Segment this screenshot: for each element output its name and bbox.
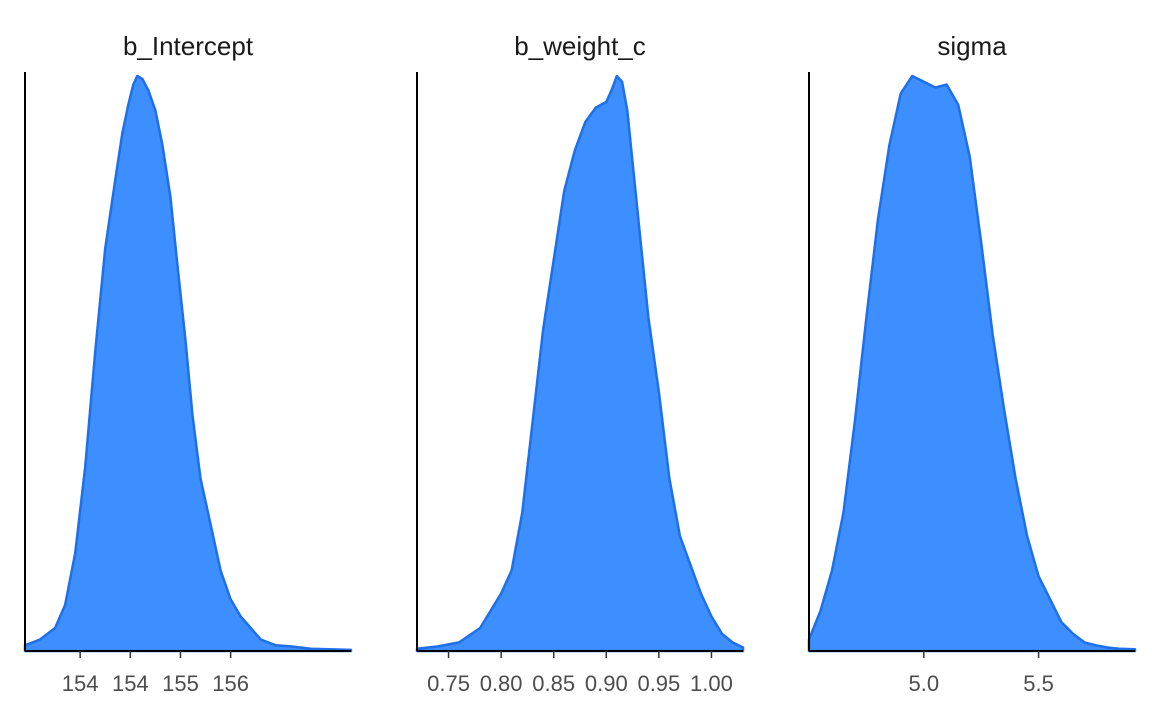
- x-tick-label: 0.90: [585, 671, 628, 696]
- x-tick-label: 0.75: [427, 671, 470, 696]
- x-tick-label: 0.85: [532, 671, 575, 696]
- panel-2: sigma 5.0 5.5: [807, 31, 1137, 696]
- panel-title: b_weight_c: [514, 31, 646, 61]
- x-tick-label: 5.5: [1023, 671, 1054, 696]
- density-area: [23, 74, 353, 653]
- x-tick-label: 5.0: [908, 671, 939, 696]
- x-tick-label: 155: [162, 671, 199, 696]
- density-area: [415, 74, 745, 653]
- density-area: [807, 74, 1137, 653]
- x-tick-label: 0.95: [637, 671, 680, 696]
- panel-title: b_Intercept: [123, 31, 254, 61]
- x-tick-label: 0.80: [480, 671, 523, 696]
- x-tick-label: 156: [212, 671, 249, 696]
- panel-1: b_weight_c 0.75 0.80 0.85 0.90 0.95 1.00: [415, 31, 745, 696]
- panel-title: sigma: [937, 31, 1007, 61]
- x-tick-label: 1.00: [690, 671, 733, 696]
- panel-0: b_Intercept 154 154 155 156: [23, 31, 353, 696]
- x-tick-label: 154: [112, 671, 149, 696]
- x-tick-label: 154: [62, 671, 99, 696]
